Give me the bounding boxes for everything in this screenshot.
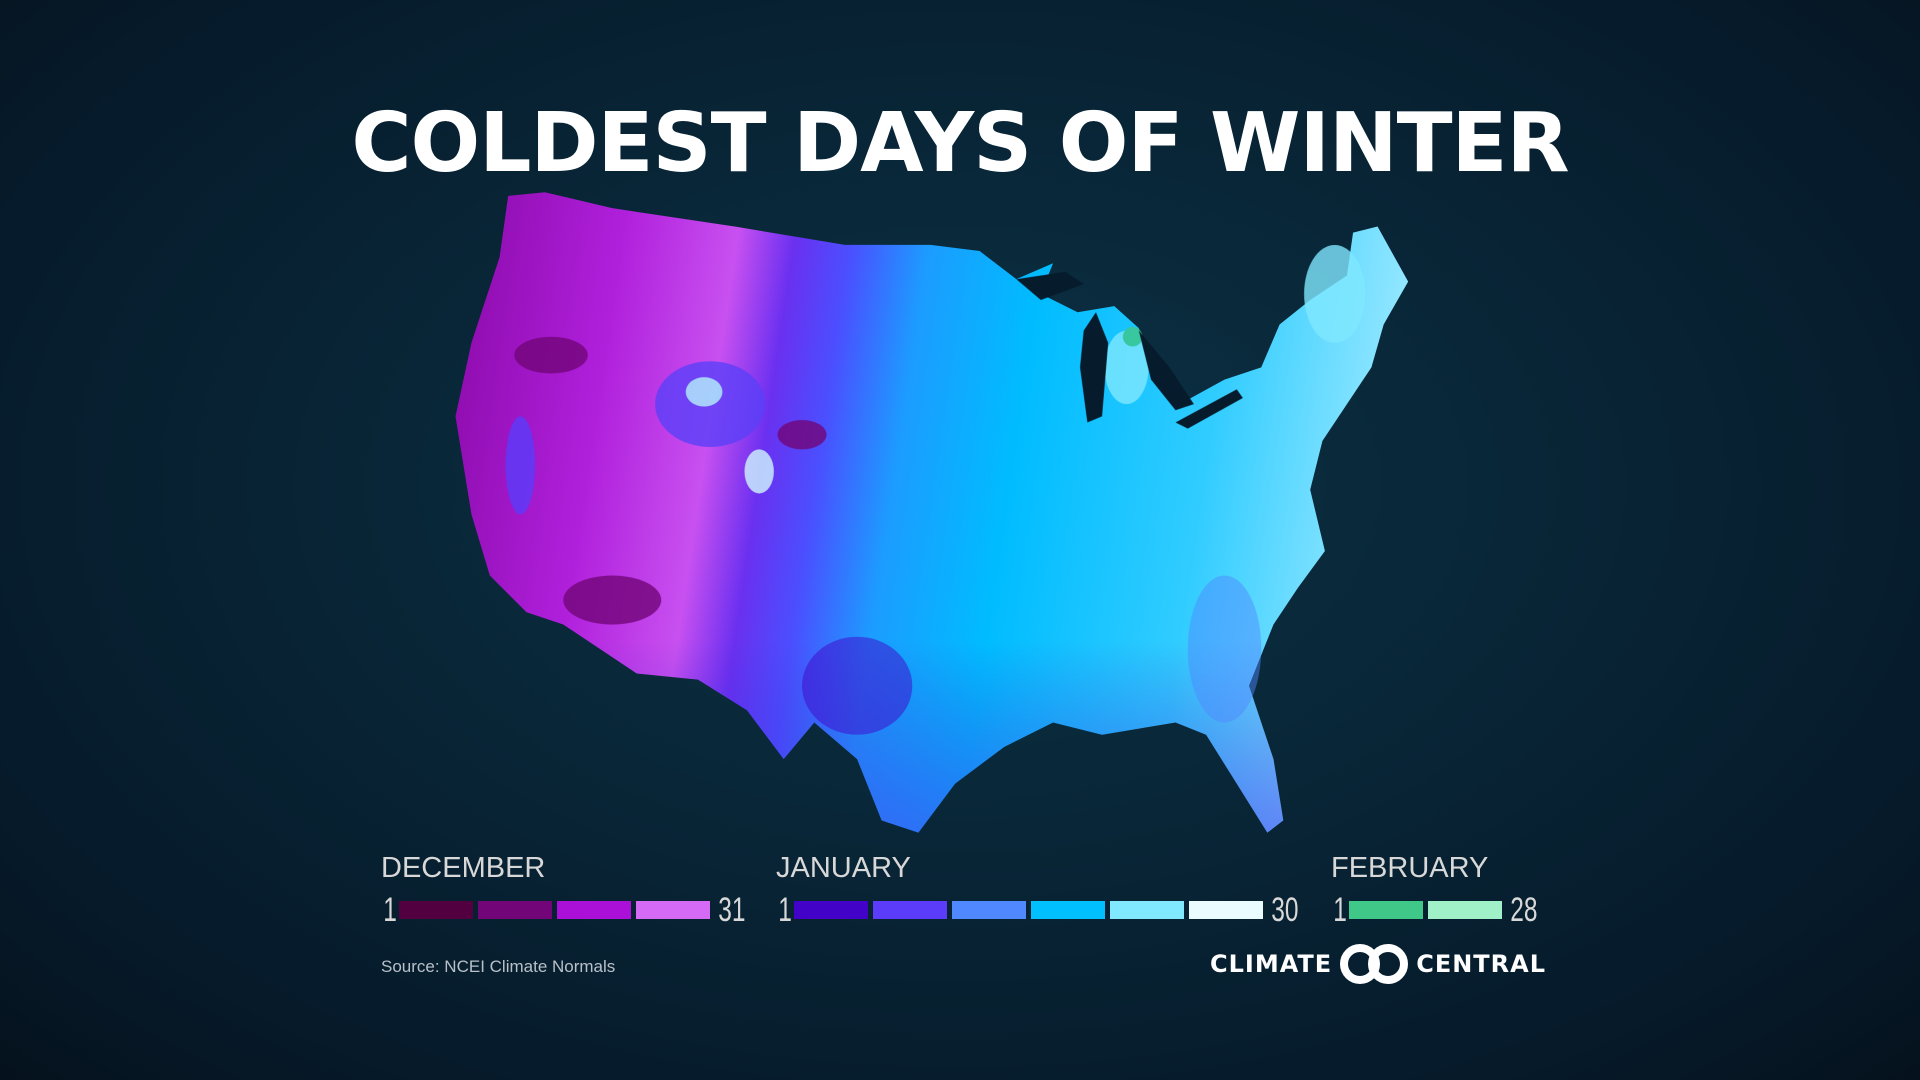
legend-end: 31 (718, 890, 746, 929)
legend-swatch (1349, 901, 1423, 919)
legend-swatch (478, 901, 552, 919)
source-note: Source: NCEI Climate Normals (381, 957, 616, 976)
legend-swatch (794, 901, 868, 919)
legend-swatch (636, 901, 710, 919)
legend-swatch (557, 901, 631, 919)
legend-swatch (1428, 901, 1502, 919)
map-blobs (505, 244, 1366, 735)
logo-text-left: CLIMATE (1210, 950, 1333, 978)
legend-swatch (1110, 901, 1184, 919)
logo-text-right: CENTRAL (1416, 950, 1547, 978)
legend-swatch (1189, 901, 1263, 919)
legend-swatch (1031, 901, 1105, 919)
legend-february: FEBRUARY 1 28 (1331, 852, 1543, 929)
legend-swatch (952, 901, 1026, 919)
legend-january: JANUARY 1 30 (776, 852, 1304, 929)
legend-end: 28 (1510, 890, 1538, 929)
legend-start: 1 (383, 890, 397, 929)
legend-month-label: FEBRUARY (1331, 852, 1489, 884)
legend-swatch (399, 901, 473, 919)
logo-rings-icon (1340, 944, 1409, 984)
legend-month-label: DECEMBER (381, 852, 546, 884)
legend-swatch (873, 901, 947, 919)
legend-start: 1 (778, 890, 792, 929)
great-lakes (1016, 271, 1243, 429)
legend-december: DECEMBER 1 31 (381, 852, 751, 929)
climate-central-logo: CLIMATE CENTRAL (1210, 944, 1546, 984)
page-title: COLDEST DAYS OF WINTER (351, 96, 1569, 191)
legend-start: 1 (1333, 890, 1347, 929)
legend-month-label: JANUARY (776, 852, 911, 884)
legend-end: 30 (1271, 890, 1299, 929)
